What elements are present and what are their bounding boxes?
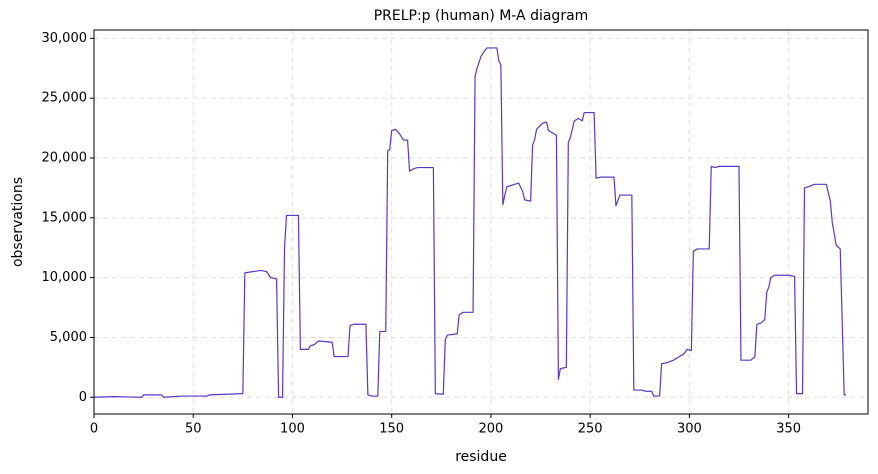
x-tick-label: 150 (379, 422, 404, 437)
x-tick-label: 300 (677, 422, 702, 437)
y-tick-label: 5,000 (50, 330, 87, 345)
plot-frame (93, 29, 869, 415)
x-tick-label: 100 (280, 422, 305, 437)
y-tick-label: 10,000 (42, 270, 88, 285)
y-tick-label: 15,000 (42, 210, 88, 225)
x-tick-label: 50 (185, 422, 202, 437)
y-tick-label: 25,000 (42, 91, 88, 106)
y-tick-label: 0 (79, 390, 87, 405)
x-tick-label: 350 (776, 422, 801, 437)
x-tick-label: 200 (479, 422, 504, 437)
y-axis-label: observations (10, 177, 26, 267)
y-tick-label: 20,000 (42, 151, 88, 166)
x-tick-label: 0 (90, 422, 98, 437)
data-line (93, 47, 847, 398)
x-tick-label: 250 (578, 422, 603, 437)
x-axis-label: residue (455, 449, 507, 465)
chart-title: PRELP:p (human) M-A diagram (374, 8, 589, 24)
y-tick-label: 30,000 (42, 31, 88, 46)
